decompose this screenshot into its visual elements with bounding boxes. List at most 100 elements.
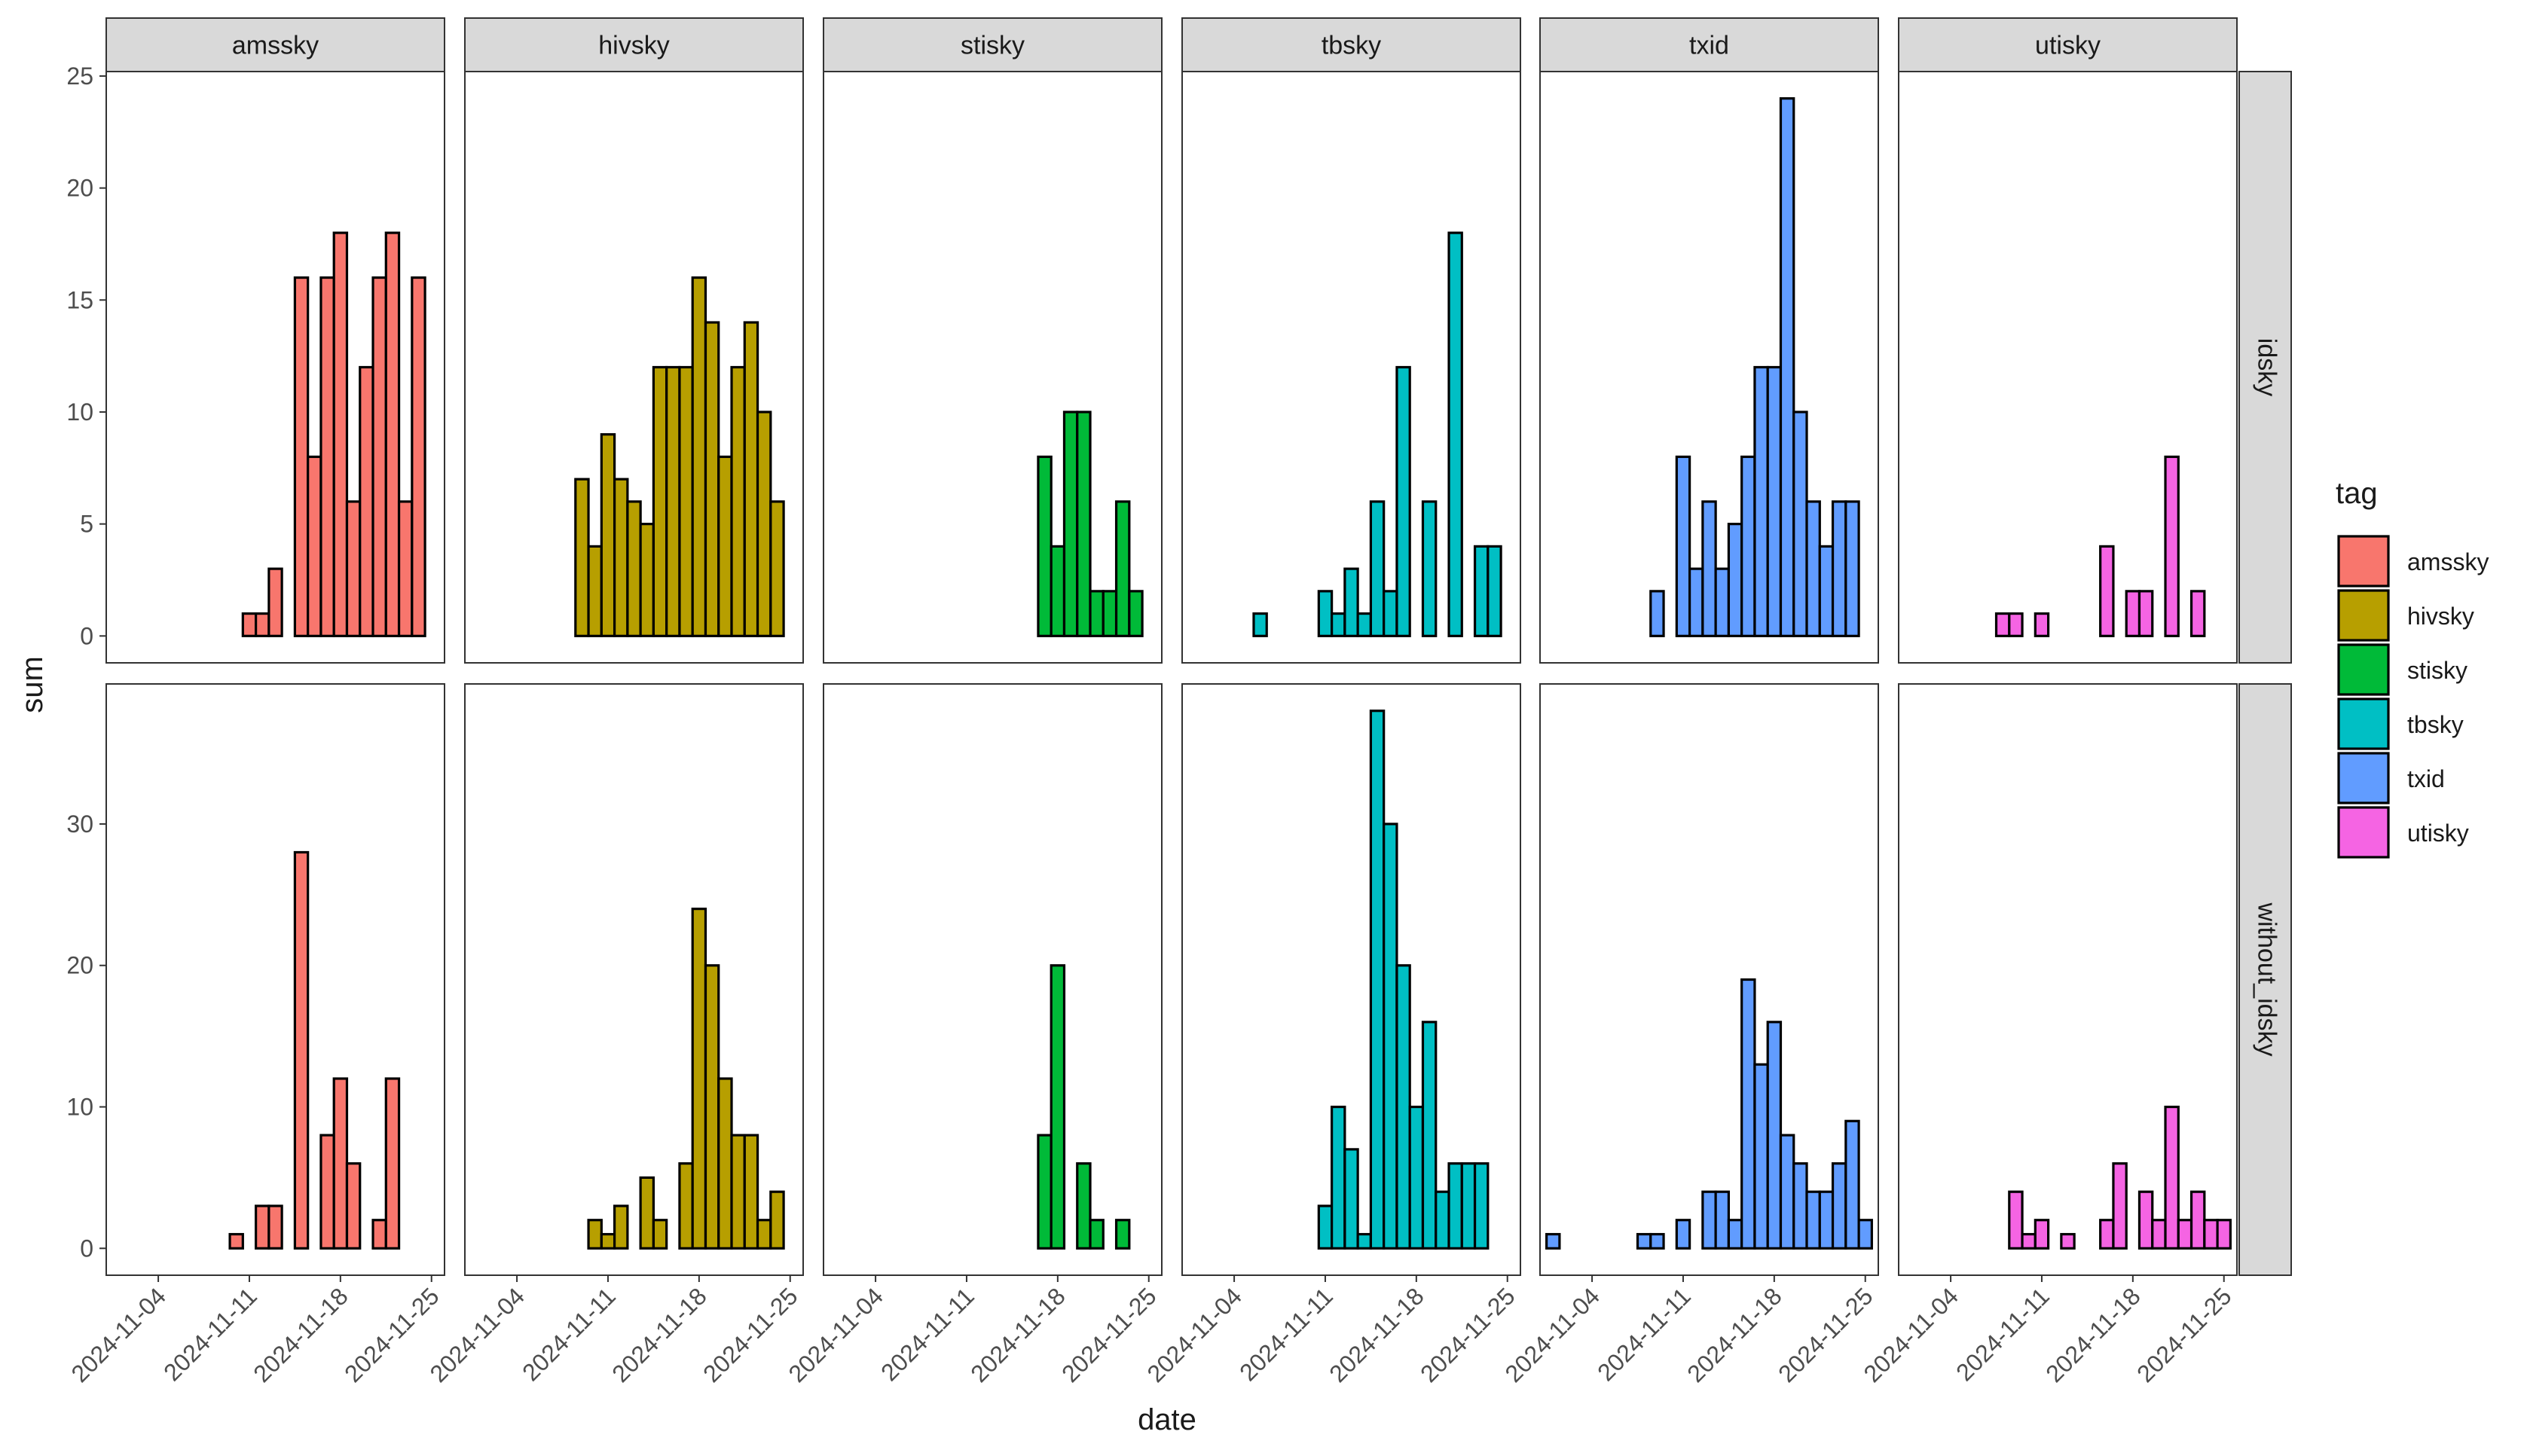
bar-stisky-2024-11-21 — [1089, 1219, 1105, 1250]
bar-tbsky-2024-11-15 — [1369, 710, 1386, 1250]
bar-txid-2024-11-23 — [1831, 500, 1847, 637]
y-tick-label: 20 — [66, 952, 93, 979]
panel-without_idsky-utisky — [1898, 683, 2238, 1276]
bar-txid-2024-11-14 — [1714, 567, 1730, 637]
panel-border — [1898, 683, 2238, 1276]
bar-tbsky-2024-11-16 — [1383, 590, 1398, 637]
bar-hivsky-2024-11-22 — [743, 1134, 759, 1250]
panel-idsky-utisky — [1898, 71, 2238, 664]
bar-txid-2024-11-21 — [1805, 1190, 1821, 1250]
bar-amssky-2024-11-17 — [319, 1134, 335, 1250]
bar-txid-2024-11-14 — [1714, 1190, 1730, 1250]
bar-txid-2024-11-15 — [1727, 523, 1743, 637]
legend-label-txid: txid — [2407, 765, 2445, 792]
bar-txid-2024-11-20 — [1792, 411, 1808, 637]
facet-strip-label-amssky: amssky — [232, 32, 319, 60]
bar-txid-2024-11-16 — [1740, 455, 1756, 637]
bar-txid-2024-11-24 — [1844, 500, 1860, 637]
bar-stisky-2024-11-17 — [1037, 1134, 1053, 1250]
bar-hivsky-2024-11-14 — [639, 523, 655, 637]
bar-amssky-2024-11-18 — [332, 231, 349, 637]
bar-tbsky-2024-11-21 — [1447, 231, 1463, 637]
row-strip-label-idsky: idsky — [2253, 338, 2281, 396]
panel-border — [1181, 683, 1521, 1276]
bar-utisky-2024-11-11 — [2034, 612, 2050, 637]
bar-amssky-2024-11-10 — [228, 1232, 244, 1250]
bar-txid-2024-11-20 — [1792, 1162, 1808, 1250]
bar-txid-2024-11-11 — [1675, 455, 1691, 637]
bar-txid-2024-11-17 — [1753, 365, 1769, 637]
bar-hivsky-2024-11-20 — [717, 455, 733, 637]
panel-background — [824, 72, 1162, 663]
bar-txid-2024-11-11 — [1675, 1219, 1691, 1250]
bar-tbsky-2024-11-11 — [1317, 1204, 1334, 1250]
bar-stisky-2024-11-19 — [1062, 411, 1079, 637]
panel-background — [1540, 684, 1878, 1275]
panel-without_idsky-tbsky — [1181, 683, 1521, 1276]
panel-without_idsky-amssky — [105, 683, 445, 1276]
facet-strip-label-txid: txid — [1689, 32, 1729, 60]
bar-tbsky-2024-11-17 — [1395, 365, 1411, 637]
facet-strip-tbsky — [1181, 17, 1521, 72]
bar-amssky-2024-11-12 — [255, 1204, 270, 1250]
bar-hivsky-2024-11-21 — [730, 365, 746, 637]
bar-amssky-2024-11-22 — [384, 1077, 401, 1250]
bar-tbsky-2024-11-16 — [1383, 823, 1398, 1250]
legend-key-hivsky — [2337, 589, 2390, 642]
bar-utisky-2024-11-21 — [2164, 1105, 2180, 1250]
legend-key-stisky — [2337, 643, 2390, 696]
bar-utisky-2024-11-25 — [2216, 1219, 2232, 1250]
x-tick-label: 2024-11-11 — [517, 1282, 621, 1386]
bar-txid-2024-11-25 — [1857, 1219, 1873, 1250]
bar-hivsky-2024-11-19 — [704, 321, 720, 637]
panel-border — [1539, 71, 1879, 664]
legend-label-stisky: stisky — [2407, 657, 2467, 684]
bar-tbsky-2024-11-14 — [1356, 1232, 1373, 1250]
panel-border — [105, 71, 445, 664]
bar-txid-2024-11-09 — [1649, 590, 1665, 637]
x-tick-label: 2024-11-18 — [607, 1282, 712, 1387]
y-tick-label: 0 — [80, 622, 93, 649]
bar-utisky-2024-11-09 — [2008, 612, 2024, 637]
bar-tbsky-2024-11-18 — [1408, 1105, 1425, 1250]
bar-utisky-2024-11-23 — [2189, 1190, 2206, 1250]
bar-txid-2024-11-23 — [1831, 1162, 1847, 1250]
panel-border — [464, 71, 804, 664]
bar-utisky-2024-11-24 — [2203, 1219, 2219, 1250]
x-tick-label: 2024-11-18 — [1682, 1282, 1787, 1387]
panel-idsky-amssky — [105, 71, 445, 664]
legend-key-tbsky — [2337, 697, 2390, 750]
bar-utisky-2024-11-23 — [2189, 590, 2206, 637]
panel-idsky-tbsky — [1181, 71, 1521, 664]
bar-hivsky-2024-11-24 — [769, 1190, 785, 1250]
y-tick-label: 10 — [66, 1094, 93, 1121]
x-axis-title: date — [1138, 1403, 1196, 1436]
bar-hivsky-2024-11-10 — [587, 1219, 603, 1250]
panel-idsky-hivsky — [464, 71, 804, 664]
bar-utisky-2024-11-11 — [2034, 1219, 2050, 1250]
bar-hivsky-2024-11-13 — [626, 500, 642, 637]
panel-border — [105, 683, 445, 1276]
bar-stisky-2024-11-23 — [1114, 1219, 1131, 1250]
bar-utisky-2024-11-22 — [2177, 1219, 2193, 1250]
bar-txid-2024-11-12 — [1688, 567, 1704, 637]
x-tick-label: 2024-11-18 — [1324, 1282, 1429, 1387]
bar-utisky-2024-11-20 — [2151, 1219, 2167, 1250]
facet-strip-hivsky — [464, 17, 804, 72]
bar-hivsky-2024-11-12 — [613, 478, 629, 637]
legend-label-utisky: utisky — [2407, 820, 2469, 847]
bar-amssky-2024-11-15 — [293, 850, 310, 1250]
bar-txid-2024-11-16 — [1740, 978, 1756, 1250]
bar-utisky-2024-11-19 — [2137, 1190, 2154, 1250]
bar-txid-2024-11-22 — [1818, 545, 1835, 637]
row-strip-label-without_idsky: without_idsky — [2253, 902, 2281, 1056]
bar-hivsky-2024-11-11 — [600, 1232, 616, 1250]
legend: amssky hivsky stisky tbsky txid utisky — [2337, 535, 2489, 859]
x-tick-label: 2024-11-04 — [66, 1282, 172, 1387]
panel-without_idsky-hivsky — [464, 683, 804, 1276]
bar-txid-2024-11-19 — [1779, 97, 1795, 637]
bar-hivsky-2024-11-09 — [574, 478, 590, 637]
bar-txid-2024-11-15 — [1727, 1219, 1743, 1250]
bar-stisky-2024-11-17 — [1037, 455, 1053, 637]
bar-amssky-2024-11-11 — [241, 612, 258, 637]
